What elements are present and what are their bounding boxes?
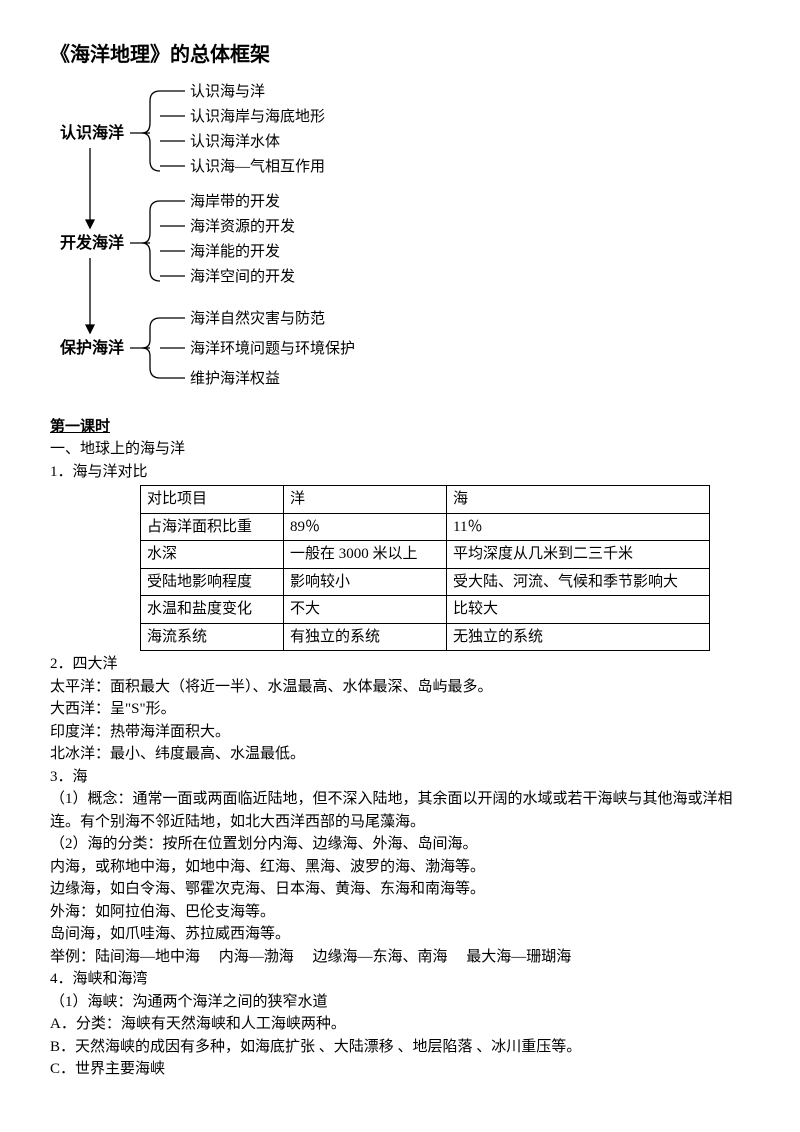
node-protect: 保护海洋 xyxy=(59,338,124,357)
section-title: 一、地球上的海与洋 xyxy=(50,438,750,461)
body-text: C．世界主要海峡 xyxy=(50,1058,750,1081)
lesson-heading: 第一课时 xyxy=(50,416,750,439)
leaf: 海洋自然灾害与防范 xyxy=(190,310,325,327)
subsection: 2．四大洋 xyxy=(50,653,750,676)
body-text: 边缘海，如白令海、鄂霍次克海、日本海、黄海、东海和南海等。 xyxy=(50,878,750,901)
table-row: 海流系统有独立的系统无独立的系统 xyxy=(141,623,710,651)
body-text: 外海：如阿拉伯海、巴伦支海等。 xyxy=(50,901,750,924)
leaf: 海洋能的开发 xyxy=(190,243,280,260)
body-text: 岛间海，如爪哇海、苏拉威西海等。 xyxy=(50,923,750,946)
body-text: 印度洋：热带海洋面积大。 xyxy=(50,721,750,744)
leaf: 海洋空间的开发 xyxy=(190,268,295,285)
table-row: 水深一般在 3000 米以上平均深度从几米到二三千米 xyxy=(141,541,710,569)
framework-diagram: 认识海洋 认识海与洋 认识海岸与海底地形 认识海洋水体 认识海—气相互作用 开发… xyxy=(50,78,390,398)
leaf: 海岸带的开发 xyxy=(190,193,280,210)
body-text: （2）海的分类：按所在位置划分内海、边缘海、外海、岛间海。 xyxy=(50,833,750,856)
subsection: 3．海 xyxy=(50,766,750,789)
node-recognize: 认识海洋 xyxy=(60,123,124,142)
leaf: 认识海—气相互作用 xyxy=(190,158,325,175)
leaf: 认识海洋水体 xyxy=(190,133,280,150)
leaf: 海洋环境问题与环境保护 xyxy=(190,339,355,357)
body-text: （1）海峡：沟通两个海洋之间的狭窄水道 xyxy=(50,991,750,1014)
body-text: 太平洋：面积最大（将近一半）、水温最高、水体最深、岛屿最多。 xyxy=(50,676,750,699)
leaf: 认识海与洋 xyxy=(190,83,265,100)
body-text: B．天然海峡的成因有多种，如海底扩张 、大陆漂移 、地层陷落 、冰川重压等。 xyxy=(50,1036,750,1059)
comparison-table: 对比项目洋海 占海洋面积比重89％11％ 水深一般在 3000 米以上平均深度从… xyxy=(140,485,710,651)
body-text: 内海，或称地中海，如地中海、红海、黑海、波罗的海、渤海等。 xyxy=(50,856,750,879)
node-develop: 开发海洋 xyxy=(60,233,124,252)
page-title: 《海洋地理》的总体框架 xyxy=(50,40,750,70)
body-text: 举例：陆间海—地中海 内海—渤海 边缘海—东海、南海 最大海—珊瑚海 xyxy=(50,946,750,969)
body-text: A．分类：海峡有天然海峡和人工海峡两种。 xyxy=(50,1013,750,1036)
table-row: 受陆地影响程度影响较小受大陆、河流、气候和季节影响大 xyxy=(141,568,710,596)
leaf: 海洋资源的开发 xyxy=(190,218,295,235)
table-row: 占海洋面积比重89％11％ xyxy=(141,513,710,541)
table-row: 对比项目洋海 xyxy=(141,486,710,514)
subsection: 4．海峡和海湾 xyxy=(50,968,750,991)
table-row: 水温和盐度变化不大比较大 xyxy=(141,596,710,624)
leaf: 维护海洋权益 xyxy=(190,370,280,387)
body-text: （1）概念：通常一面或两面临近陆地，但不深入陆地，其余面以开阔的水域或若干海峡与… xyxy=(50,788,750,833)
leaf: 认识海岸与海底地形 xyxy=(190,108,325,125)
subsection: 1．海与洋对比 xyxy=(50,461,750,484)
body-text: 北冰洋：最小、纬度最高、水温最低。 xyxy=(50,743,750,766)
body-text: 大西洋：呈"S"形。 xyxy=(50,698,750,721)
